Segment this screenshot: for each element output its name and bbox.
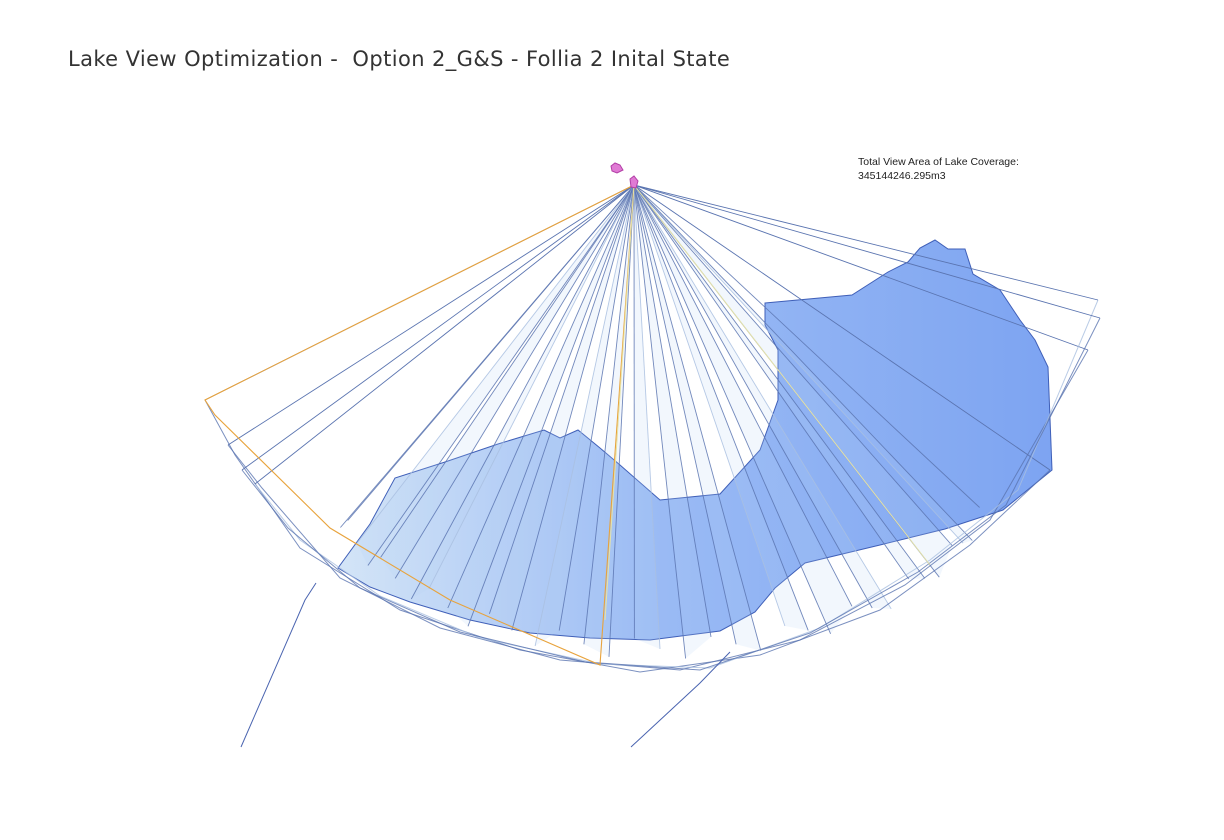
view-cone-ray: [633, 184, 910, 580]
coverage-value: 345144246.295m3: [858, 170, 946, 182]
projection-line-left: [240, 582, 317, 748]
view-cone-ray: [367, 184, 635, 566]
view-cone-ray: [347, 184, 635, 521]
view-cone-edge: [227, 184, 635, 446]
lake-fill: [337, 239, 1053, 641]
view-cone-ray: [511, 184, 635, 631]
view-cone-wedge: [447, 185, 634, 627]
view-cone-ray: [633, 184, 809, 631]
view-cone-ray: [583, 184, 635, 645]
highlighted-view-cone: [204, 184, 635, 666]
view-cone-ray: [467, 184, 635, 627]
view-cone-ray: [633, 184, 832, 634]
view-cone-wedge: [489, 185, 634, 631]
view-cone-edge: [633, 184, 1099, 301]
view-cone-wedge: [634, 185, 953, 578]
projection-line-right: [630, 651, 731, 748]
view-cone-edge: [633, 184, 1051, 471]
viewpoint-marker-icon: [610, 162, 639, 189]
view-cone-ray: [633, 184, 786, 627]
view-cone-rim: [254, 299, 1099, 669]
view-cone-ray: [633, 184, 687, 659]
view-cone-ray: [633, 184, 853, 607]
view-cone-ray: [608, 184, 635, 657]
view-cone-ray: [633, 184, 892, 610]
faint-view-cone: [604, 183, 931, 621]
view-cone-ray: [633, 184, 737, 645]
view-cone-wedge: [634, 185, 973, 544]
view-cone-ray: [633, 184, 964, 544]
view-cone-ray: [633, 184, 926, 579]
view-cone-ray: [356, 184, 635, 544]
view-cone-ray: [380, 184, 635, 558]
view-cone-edge: [254, 184, 635, 485]
view-cone-ray: [633, 184, 661, 650]
view-cone-ray: [534, 184, 635, 647]
view-cone-wedge: [380, 185, 634, 579]
view-cone-ray: [410, 184, 635, 600]
view-cone-wedge: [634, 185, 711, 659]
view-cone-ray: [633, 184, 712, 637]
view-cone-ray: [633, 184, 873, 609]
view-cone-rim: [241, 317, 1101, 671]
view-cone-ray: [558, 184, 635, 631]
view-cone-ray: [394, 184, 635, 579]
view-cone-edge: [633, 184, 1089, 351]
projection-lines: [240, 582, 731, 748]
view-cone-ray: [488, 184, 635, 614]
view-cone-edge: [241, 184, 635, 471]
view-cone-ray: [633, 184, 973, 541]
view-cone-ray: [633, 184, 762, 651]
view-cone-wedge: [356, 185, 634, 566]
coverage-annotation: Total View Area of Lake Coverage: 345144…: [858, 155, 1019, 183]
lake-surface: [337, 239, 1053, 641]
page-title: Lake View Optimization - Option 2_G&S - …: [68, 47, 731, 71]
coverage-label: Total View Area of Lake Coverage:: [858, 156, 1019, 168]
view-cone-edge: [633, 184, 1101, 319]
view-cone-ray: [633, 184, 953, 546]
view-cone-wedge: [634, 185, 852, 634]
view-cone-ray: [633, 184, 980, 508]
view-cone-ray: [428, 184, 635, 590]
view-cone-ray: [447, 184, 635, 609]
view-cone-rays: [204, 183, 1101, 673]
